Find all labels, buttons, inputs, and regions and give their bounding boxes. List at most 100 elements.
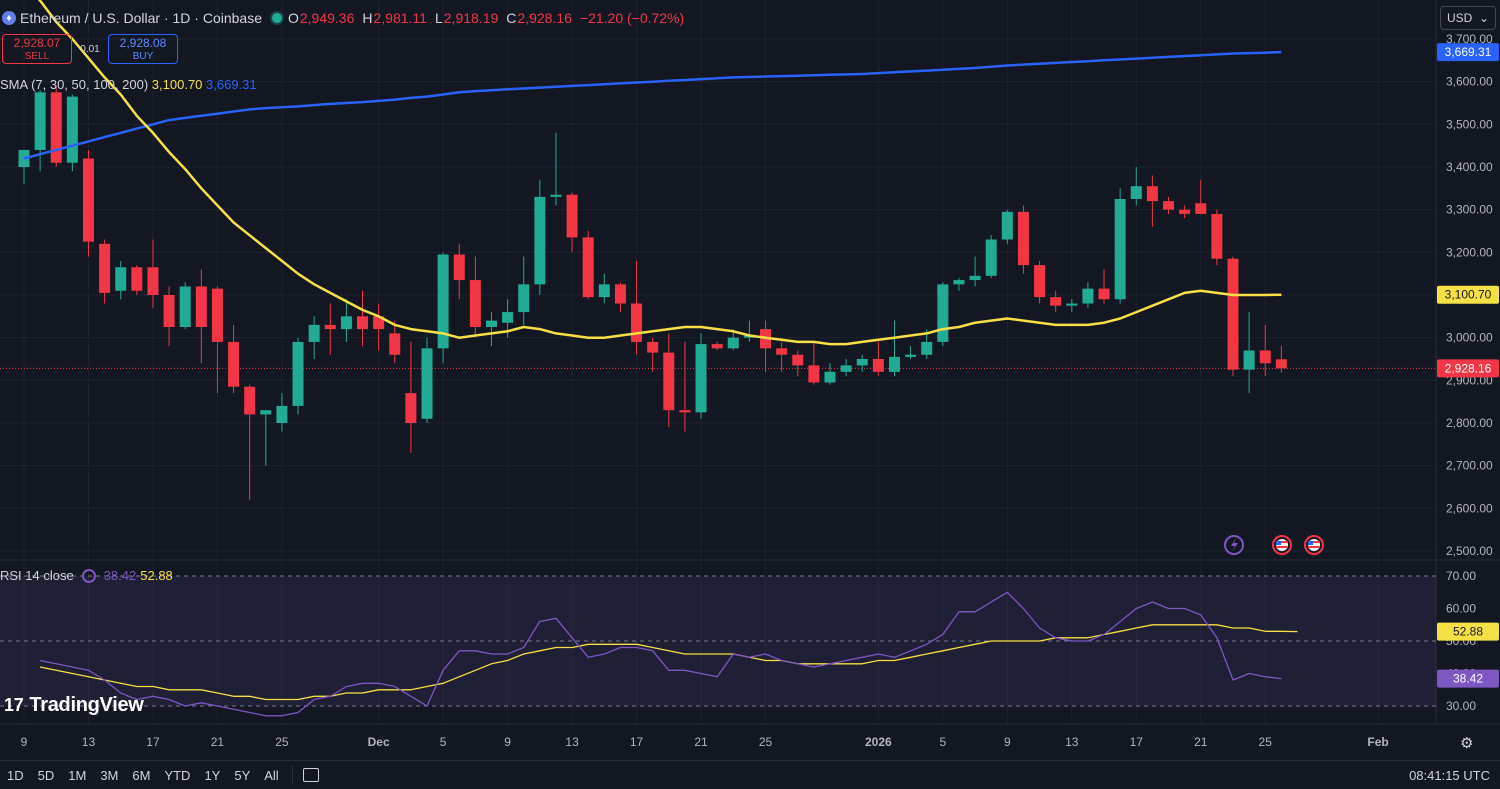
- candle: [34, 90, 46, 172]
- candle-body: [1082, 288, 1094, 304]
- timeframe-1m[interactable]: 1M: [68, 767, 87, 783]
- price-tick-label: 3,200.00: [1446, 245, 1493, 259]
- candle-body: [340, 316, 352, 330]
- candle: [50, 85, 62, 167]
- candle: [647, 337, 659, 372]
- rsi-ma-badge: 52.88: [1437, 622, 1499, 641]
- timeframe-3m[interactable]: 3M: [100, 767, 119, 783]
- candle: [324, 303, 336, 355]
- timeframe-all[interactable]: All: [264, 767, 279, 783]
- candle: [679, 341, 691, 432]
- rsi-band: [0, 576, 1436, 706]
- timeframe-1y[interactable]: 1Y: [204, 767, 221, 783]
- timeframe-6m[interactable]: 6M: [132, 767, 151, 783]
- candle: [711, 341, 723, 351]
- candle: [260, 410, 272, 466]
- tradingview-logo-text: TradingView: [29, 694, 144, 716]
- chevron-down-icon: ⌄: [1478, 11, 1489, 25]
- time-tick-label: 21: [694, 735, 708, 749]
- timeframe-ytd[interactable]: YTD: [164, 767, 191, 783]
- sell-button[interactable]: 2,928.07 SELL: [2, 34, 72, 64]
- candle: [792, 350, 804, 377]
- tradingview-logo-icon: 17: [4, 695, 24, 715]
- candle-body: [566, 194, 578, 238]
- candle-body: [1034, 265, 1046, 298]
- candle-body: [1114, 199, 1126, 300]
- candle-body: [1211, 213, 1223, 259]
- symbol-title[interactable]: Ethereum / U.S. Dollar · 1D · Coinbase: [20, 10, 262, 26]
- sma-fast-line: [37, 0, 1282, 346]
- candle-body: [695, 344, 707, 413]
- candle: [727, 329, 739, 351]
- candle: [905, 346, 917, 359]
- candle-body: [179, 286, 191, 327]
- rsi-legend[interactable]: RSI 14 close 38.42 52.88: [0, 568, 173, 583]
- tradingview-logo[interactable]: 17 TradingView: [4, 694, 144, 717]
- candle-body: [727, 337, 739, 349]
- currency-select[interactable]: USD ⌄: [1440, 6, 1496, 30]
- candle: [1227, 256, 1239, 377]
- sma-fast-badge: 3,100.70: [1437, 285, 1499, 304]
- calendar-range-icon[interactable]: [302, 768, 319, 782]
- timeframe-1d[interactable]: 1D: [7, 767, 24, 783]
- candle: [453, 243, 465, 300]
- us-flag-event-icon[interactable]: [1272, 535, 1292, 555]
- candle-body: [1275, 359, 1287, 369]
- candle-body: [308, 324, 320, 342]
- sma-legend[interactable]: SMA (7, 30, 50, 100, 200) 3,100.70 3,669…: [0, 77, 257, 92]
- time-tick-label: 2026: [865, 735, 892, 749]
- candle: [276, 393, 288, 432]
- candle-body: [244, 386, 256, 415]
- candle-body: [856, 359, 868, 366]
- time-tick-label: Dec: [368, 735, 390, 749]
- last-price-badge-text: 2,928.16: [1445, 361, 1492, 375]
- gear-icon[interactable]: ⚙: [1460, 735, 1474, 752]
- price-tick-label: 3,600.00: [1446, 75, 1493, 89]
- candle-body: [888, 356, 900, 372]
- timeframe-5d[interactable]: 5D: [37, 767, 55, 783]
- sma-fast-badge-bg: [1437, 285, 1499, 304]
- candle-body: [228, 341, 240, 387]
- candle: [1082, 282, 1094, 308]
- candle: [389, 320, 401, 364]
- candle: [244, 384, 256, 500]
- symbol-header[interactable]: ♦ Ethereum / U.S. Dollar · 1D · Coinbase…: [0, 6, 692, 30]
- sma-legend-label: SMA (7, 30, 50, 100, 200): [0, 77, 149, 92]
- candle-body: [953, 280, 965, 285]
- candle-body: [1050, 297, 1062, 306]
- buy-button[interactable]: 2,928.08 BUY: [108, 34, 178, 64]
- candle-body: [163, 295, 175, 327]
- candle: [421, 337, 433, 423]
- us-flag-event-icon[interactable]: [1304, 535, 1324, 555]
- candle: [228, 324, 240, 394]
- utc-clock[interactable]: 08:41:15 UTC: [1409, 767, 1490, 783]
- rsi-ma-badge-bg: [1437, 622, 1499, 641]
- candle-body: [373, 316, 385, 330]
- sma-slow-line: [23, 50, 1282, 160]
- rsi-legend-label: RSI 14 close: [0, 568, 74, 583]
- candle: [66, 94, 78, 172]
- candle-body: [808, 365, 820, 383]
- rsi-line: [39, 591, 1282, 717]
- candle-body: [921, 341, 933, 355]
- close-label: C: [506, 10, 517, 26]
- candle: [357, 290, 369, 347]
- candle: [953, 277, 965, 291]
- candle: [485, 312, 497, 347]
- time-tick-label: 13: [82, 735, 96, 749]
- candle: [598, 273, 610, 304]
- timeframe-5y[interactable]: 5Y: [234, 767, 251, 783]
- rsi-ma-badge-text: 52.88: [1453, 625, 1483, 639]
- candle-body: [711, 344, 723, 349]
- candle: [1066, 299, 1078, 313]
- candle: [1001, 209, 1013, 244]
- bottom-toolbar: 1D 5D 1M 3M 6M YTD 1Y 5Y All 08:41:15 UT…: [0, 760, 1500, 789]
- lightning-event-icon[interactable]: [1224, 535, 1244, 555]
- time-tick-label: 21: [1194, 735, 1208, 749]
- candle-body: [131, 267, 143, 291]
- us-flag-event-icon-stripe: [1276, 546, 1288, 548]
- candle: [985, 235, 997, 278]
- candle-body: [663, 352, 675, 411]
- candle-body: [1098, 288, 1110, 300]
